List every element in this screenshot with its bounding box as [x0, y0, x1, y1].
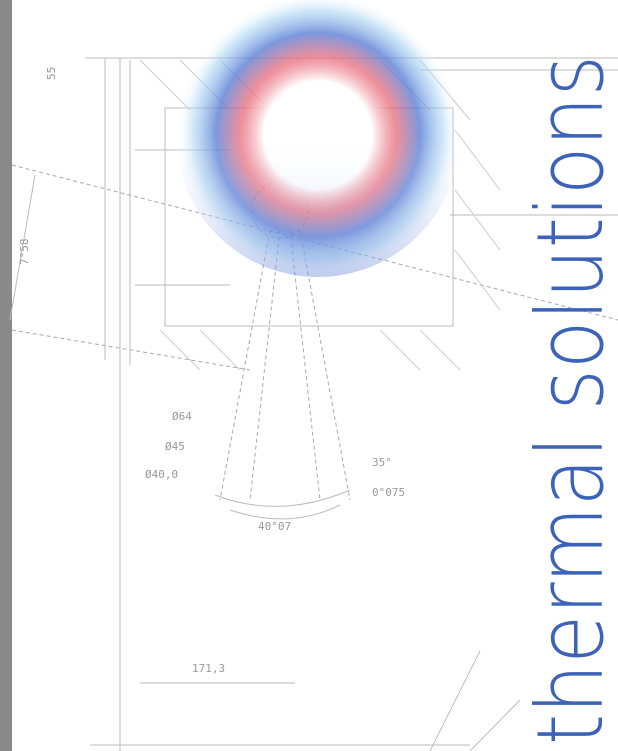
drawing-label: 171,3: [192, 662, 225, 675]
drawing-label: 7°58: [18, 239, 31, 266]
side-strip: [0, 0, 12, 751]
ring-shade: [176, 0, 460, 277]
drawing-label: 0°075: [372, 486, 405, 499]
drawing-label: Ø64: [172, 410, 192, 423]
drawing-label: 40°07: [258, 520, 291, 533]
brand-title: thermal solutions: [517, 55, 618, 745]
drawing-label: Ø45: [165, 440, 185, 453]
drawing-label: 35°: [372, 456, 392, 469]
drawing-labels: 55 7°58 Ø64 Ø45 Ø40,0 35° 0°075 40°07 17…: [18, 67, 405, 675]
drawing-label: Ø40,0: [145, 468, 178, 481]
drawing-label: 55: [45, 67, 58, 80]
